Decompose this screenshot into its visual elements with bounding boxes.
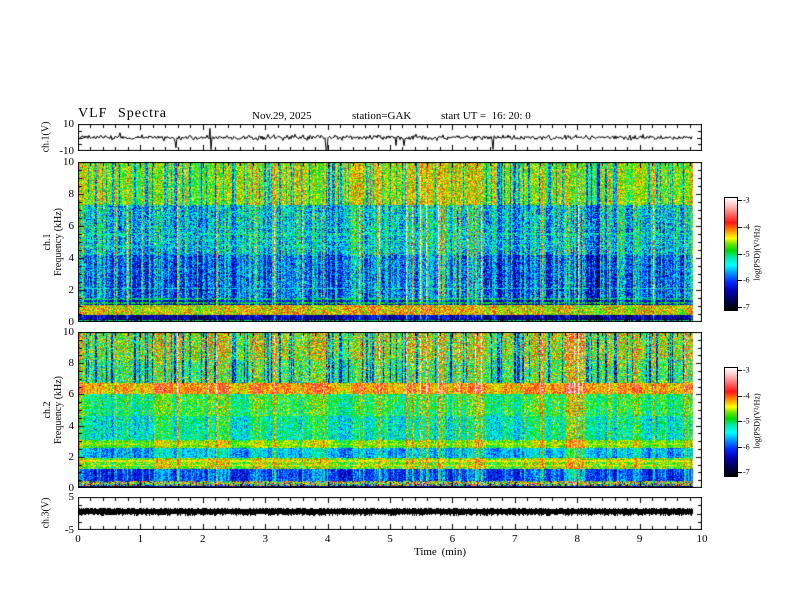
figure-title: VLF Spectra <box>78 106 167 121</box>
spec-y-tick-label: 0 <box>68 482 75 494</box>
ch1-spec-axis-label: ch.1 Frequency (kHz) <box>42 208 64 276</box>
ch1-waveform-canvas <box>78 124 702 151</box>
ch3-wave-ytick-top: 5 <box>68 491 75 503</box>
ch1-spectrogram-canvas <box>78 162 702 322</box>
colorbar-tick-label: -3 <box>743 365 750 375</box>
ch2-spec-axis-label: ch.2 Frequency (kHz) <box>42 376 64 444</box>
x-tick-label: 6 <box>449 533 456 545</box>
x-tick-label: 9 <box>636 533 643 545</box>
colorbar-tick <box>737 200 742 201</box>
colorbar-tick-label: -7 <box>743 302 750 312</box>
colorbar-tick <box>737 395 742 397</box>
x-tick-label: 8 <box>574 533 580 545</box>
colorbar-tick <box>737 370 742 371</box>
colorbar-tick-label: -6 <box>743 275 750 285</box>
ch1-spec-freq-label: Frequency (kHz) <box>53 207 64 277</box>
colorbar-tick-label: -3 <box>743 195 750 205</box>
colorbar-tick-label: -5 <box>743 416 750 426</box>
x-tick-label: 3 <box>262 533 268 545</box>
colorbar-tick <box>737 307 742 308</box>
x-tick-label: 0 <box>75 533 81 545</box>
ch1-wave-axis-label: ch.1(V) <box>40 121 52 153</box>
spec-y-tick-label: 2 <box>68 284 75 296</box>
colorbar-tick-label: -6 <box>743 442 750 451</box>
spec-y-tick-label: 0 <box>68 316 75 328</box>
spec-y-tick-label: 10 <box>63 156 74 168</box>
ch2-spec-freq-label: Frequency (kHz) <box>53 375 64 445</box>
colorbar-tick <box>737 226 742 228</box>
spec-y-tick-label: 4 <box>68 252 75 264</box>
x-axis-label: Time (min) <box>413 546 467 558</box>
date-label: Nov.29, 2025 <box>252 110 312 122</box>
spec-y-tick-label: 8 <box>68 188 75 200</box>
station-label: station=GAK <box>352 110 412 122</box>
spec-y-tick-label: 6 <box>68 388 75 401</box>
ch1-wave-ytick-top: 10 <box>63 118 74 130</box>
ch1-colorbar <box>724 197 738 311</box>
spec-y-tick-label: 10 <box>63 326 74 338</box>
spec-y-tick-label: 2 <box>68 450 75 463</box>
colorbar-tick <box>737 421 742 422</box>
x-tick-label: 7 <box>512 533 518 545</box>
colorbar-tick <box>737 280 742 282</box>
colorbar-tick <box>737 472 742 473</box>
ch3-wave-axis-label: ch.3(V) <box>40 497 52 529</box>
ch3-waveform-canvas <box>78 497 702 530</box>
spec-y-tick-label: 8 <box>68 357 75 370</box>
colorbar-tick-label: -4 <box>743 391 750 400</box>
ch1-spec-channel-label: ch.1 <box>42 233 53 251</box>
start-ut-label: start UT = 16: 20: 0 <box>441 110 531 122</box>
x-tick-label: 2 <box>200 533 206 545</box>
ch2-spec-channel-label: ch.2 <box>42 401 53 419</box>
spec-y-tick-label: 4 <box>68 419 75 432</box>
ch1-wave-ytick-bottom: -10 <box>59 145 74 157</box>
x-tick-label: 1 <box>137 533 144 545</box>
ch2-colorbar-label: log(PSD)(V²/Hz) <box>752 393 762 449</box>
colorbar-tick-label: -7 <box>743 467 750 477</box>
x-tick-label: 4 <box>324 533 331 545</box>
colorbar-tick-label: -4 <box>743 222 750 232</box>
ch2-colorbar <box>724 367 738 477</box>
colorbar-tick <box>737 253 742 255</box>
x-tick-label: 5 <box>387 533 393 545</box>
ch2-spectrogram-canvas <box>78 332 702 488</box>
spec-y-tick-label: 6 <box>68 220 75 232</box>
colorbar-tick-label: -5 <box>743 249 750 258</box>
ch3-wave-ytick-bottom: -5 <box>64 524 74 536</box>
colorbar-tick <box>737 446 742 448</box>
x-tick-label: 10 <box>696 533 708 545</box>
ch1-colorbar-label: log(PSD)(V²/Hz) <box>752 225 762 281</box>
